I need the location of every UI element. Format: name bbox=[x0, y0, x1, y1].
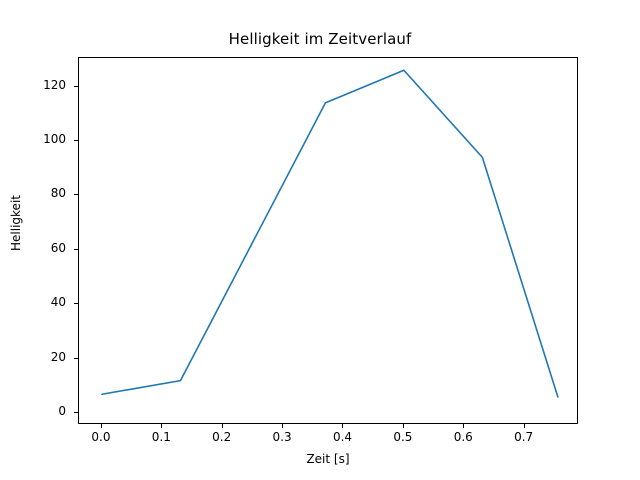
x-tick-mark bbox=[342, 424, 344, 428]
x-tick-label: 0.6 bbox=[453, 430, 473, 444]
x-tick-label: 0.7 bbox=[514, 430, 534, 444]
x-tick-label: 0.3 bbox=[272, 430, 292, 444]
x-tick-label: 0.5 bbox=[393, 430, 413, 444]
y-tick-mark bbox=[74, 194, 78, 196]
x-tick-label: 0.1 bbox=[151, 430, 171, 444]
x-tick-mark bbox=[463, 424, 465, 428]
x-tick-mark bbox=[221, 424, 223, 428]
y-tick-mark bbox=[74, 303, 78, 305]
y-tick-label: 100 bbox=[43, 132, 66, 147]
x-tick-mark bbox=[523, 424, 525, 428]
y-tick-label: 20 bbox=[50, 349, 66, 364]
y-tick-mark bbox=[74, 140, 78, 142]
chart-title: Helligkeit im Zeitverlauf bbox=[228, 30, 412, 48]
y-tick-label: 0 bbox=[58, 404, 66, 419]
x-tick-label: 0.4 bbox=[332, 430, 353, 444]
y-tick-mark bbox=[74, 357, 78, 359]
y-tick-mark bbox=[74, 248, 78, 250]
y-tick-label: 80 bbox=[50, 186, 66, 201]
x-tick-mark bbox=[161, 424, 163, 428]
line-plot bbox=[101, 69, 559, 398]
x-axis-label: Zeit [s] bbox=[306, 452, 350, 466]
x-tick-label: 0.2 bbox=[212, 430, 232, 444]
x-tick-mark bbox=[100, 424, 102, 428]
plot-area bbox=[78, 57, 578, 424]
x-tick-mark bbox=[282, 424, 284, 428]
y-tick-label: 40 bbox=[50, 295, 66, 310]
data-series-helligkeit bbox=[101, 69, 559, 398]
x-tick-label: 0.0 bbox=[91, 430, 111, 444]
y-axis-label: Helligkeit bbox=[9, 195, 23, 251]
y-tick-label: 120 bbox=[43, 77, 66, 92]
y-tick-mark bbox=[74, 85, 78, 87]
y-tick-mark bbox=[74, 412, 78, 414]
y-tick-label: 60 bbox=[50, 240, 66, 255]
x-tick-mark bbox=[402, 424, 404, 428]
